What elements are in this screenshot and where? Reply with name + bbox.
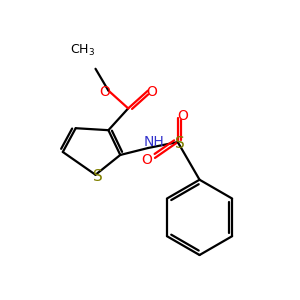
Text: S: S [93,169,102,184]
Text: O: O [99,85,110,98]
Text: O: O [146,85,158,98]
Text: O: O [177,109,188,123]
Text: NH: NH [144,135,164,149]
Text: O: O [142,153,152,167]
Text: S: S [175,136,184,151]
Text: CH$_3$: CH$_3$ [70,44,95,59]
